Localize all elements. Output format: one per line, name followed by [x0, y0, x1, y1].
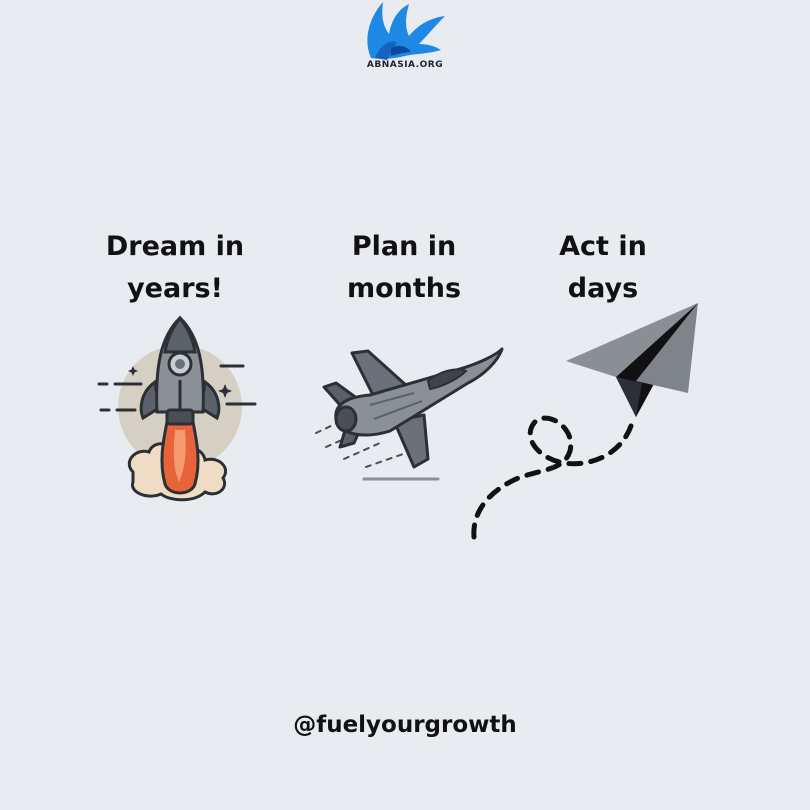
caption-plan: Plan in months	[346, 231, 462, 304]
logo-text: ABNASIA.ORG	[366, 60, 444, 70]
caption-dream: Dream in years!	[105, 231, 245, 304]
eagle-logo-icon	[367, 2, 445, 60]
paper-plane-icon	[471, 303, 698, 540]
social-handle: @fuelyourgrowth	[293, 712, 517, 738]
caption-act: Act in days	[559, 231, 647, 304]
rocket-icon	[97, 315, 257, 502]
fighter-jet-icon	[315, 347, 504, 481]
